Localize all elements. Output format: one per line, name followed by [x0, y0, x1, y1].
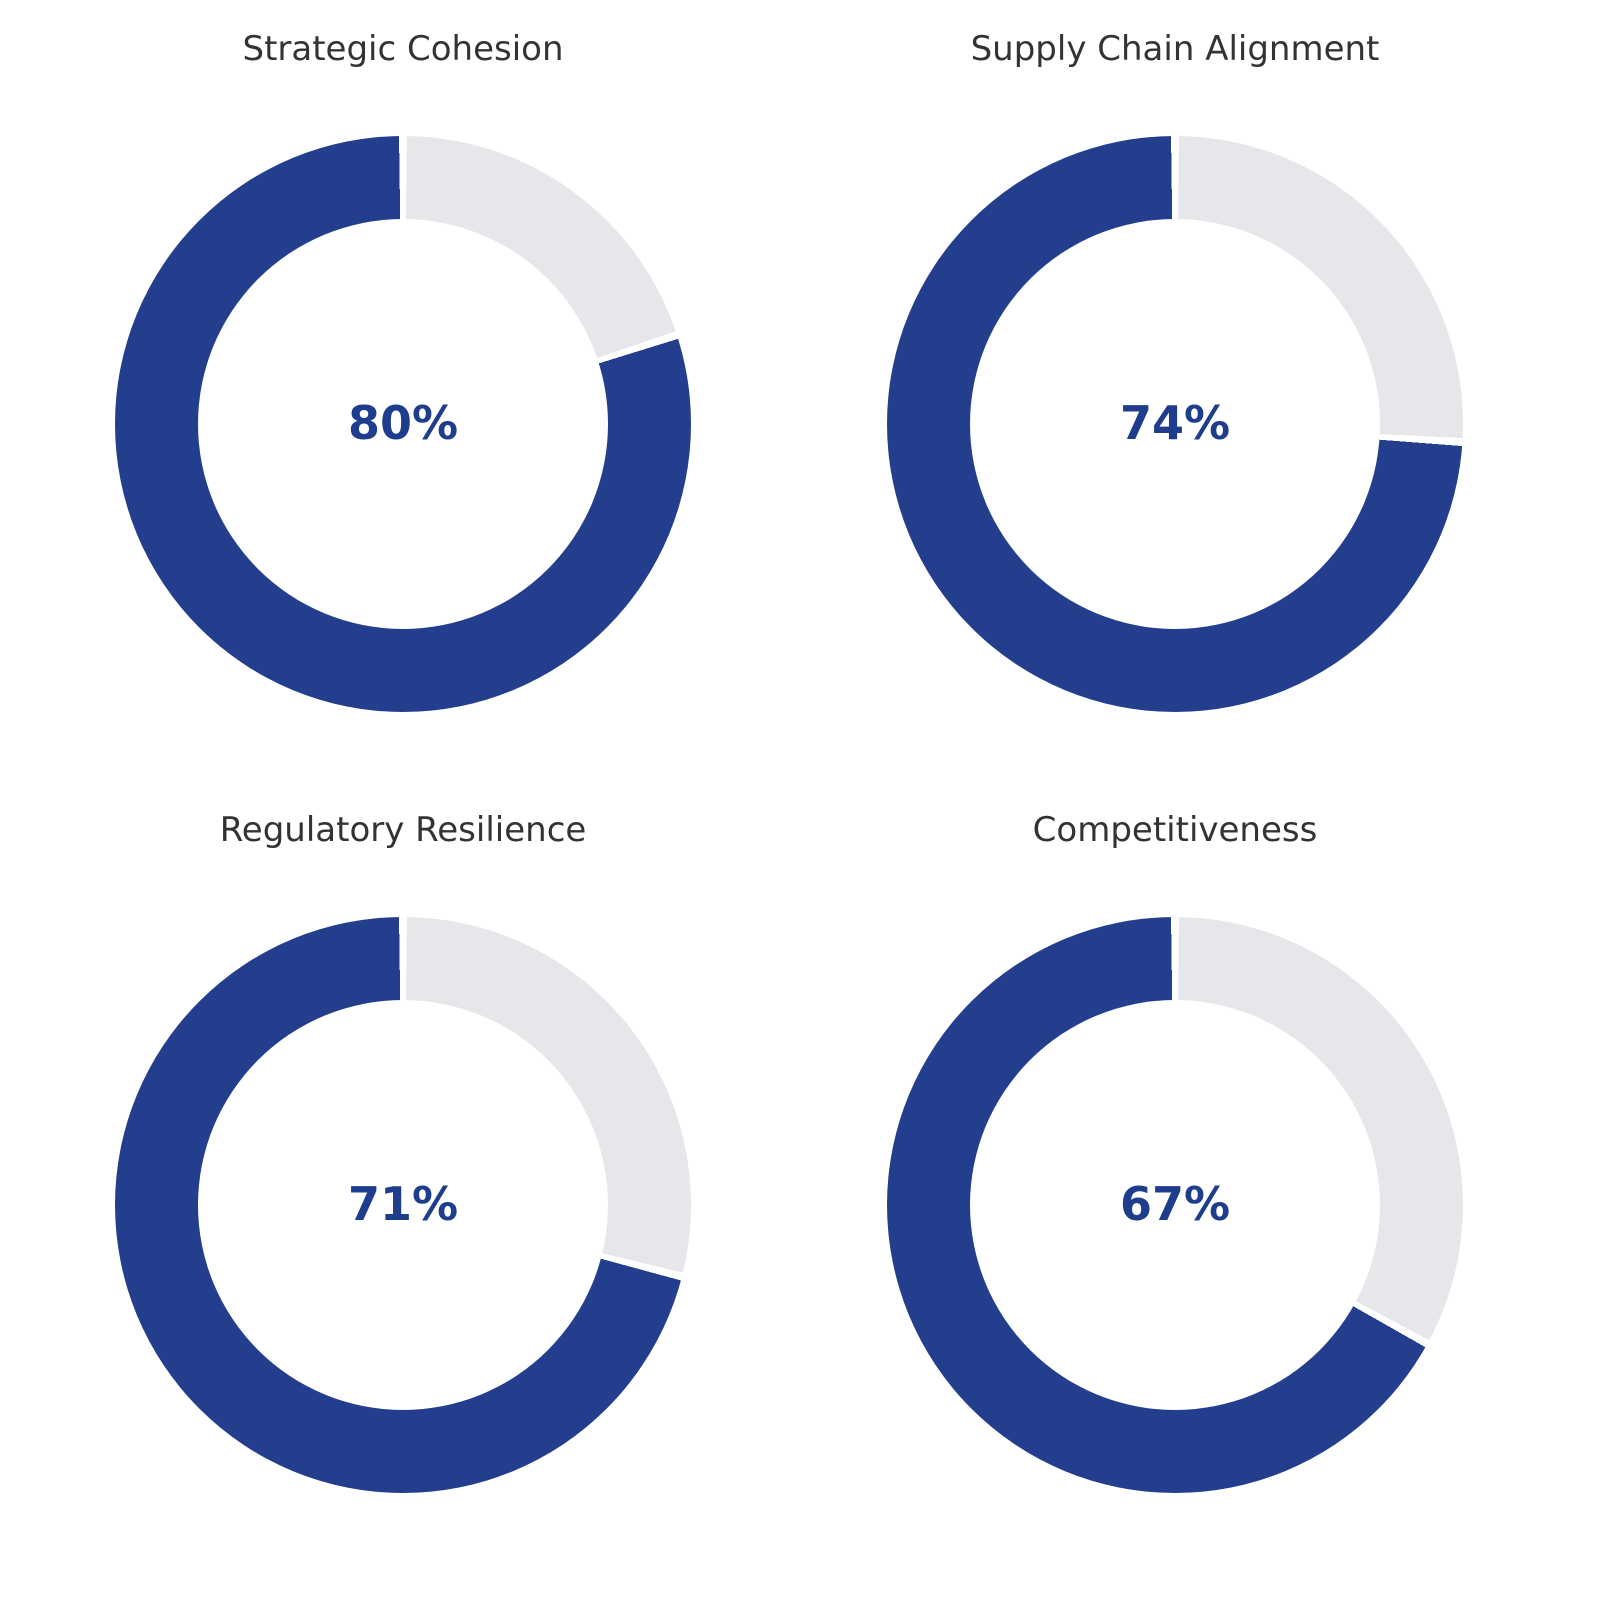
donut-panel-competitiveness: Competitiveness 67% — [887, 810, 1463, 1493]
donut-hole: 80% — [198, 219, 608, 629]
donut-value-label: 67% — [1119, 1176, 1231, 1231]
donut-chart: 74% — [887, 136, 1463, 712]
donut-hole: 71% — [198, 1000, 608, 1410]
chart-title: Competitiveness — [1032, 810, 1318, 850]
donut-value-label: 80% — [347, 395, 459, 450]
donut-panel-supply-chain-alignment: Supply Chain Alignment 74% — [887, 29, 1463, 712]
donut-panel-strategic-cohesion: Strategic Cohesion 80% — [115, 29, 691, 712]
chart-title: Regulatory Resilience — [219, 810, 587, 850]
donut-panel-regulatory-resilience: Regulatory Resilience 71% — [115, 810, 691, 1493]
donut-value-label: 71% — [347, 1176, 459, 1231]
chart-title: Supply Chain Alignment — [970, 29, 1380, 69]
donut-chart: 67% — [887, 917, 1463, 1493]
donut-chart: 71% — [115, 917, 691, 1493]
donut-hole: 74% — [970, 219, 1380, 629]
donut-chart: 80% — [115, 136, 691, 712]
chart-title: Strategic Cohesion — [242, 29, 564, 69]
donut-hole: 67% — [970, 1000, 1380, 1410]
donut-value-label: 74% — [1119, 395, 1231, 450]
